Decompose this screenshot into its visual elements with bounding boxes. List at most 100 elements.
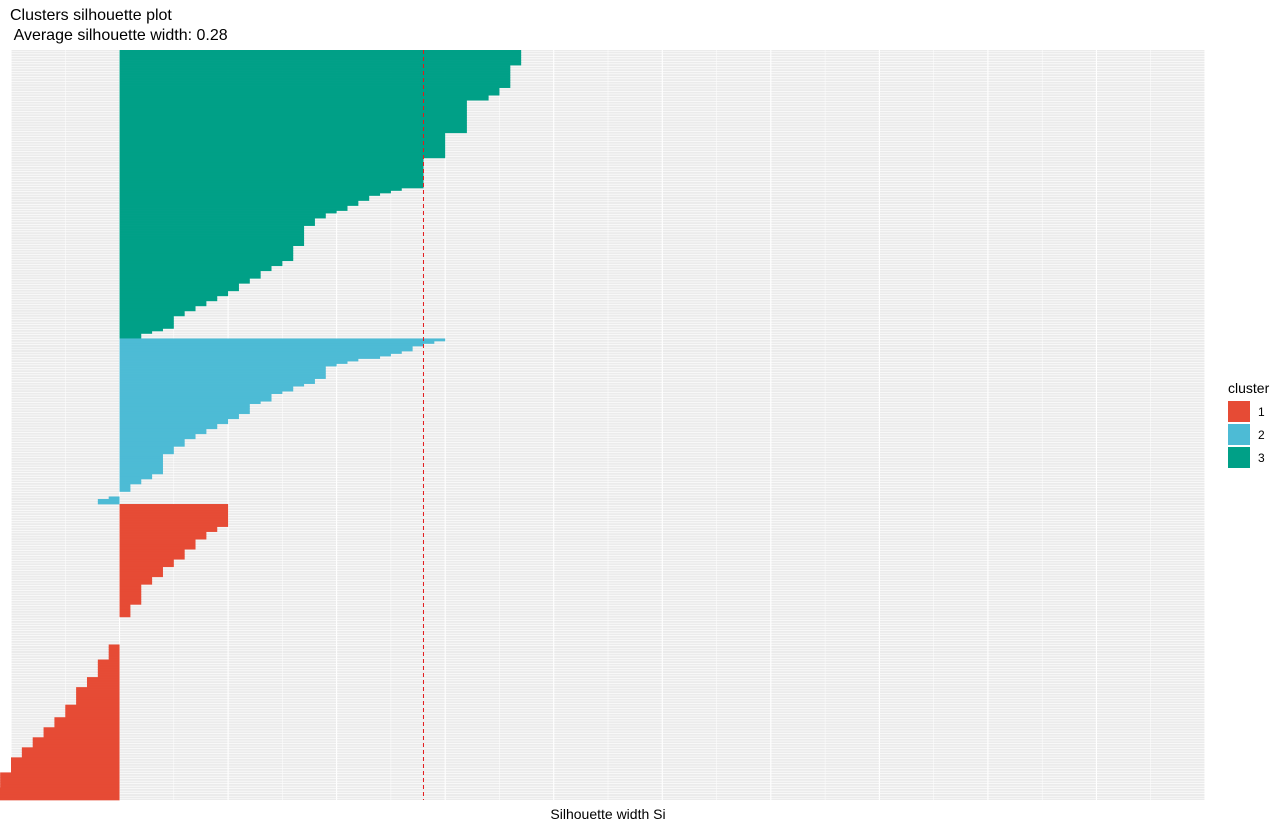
bar-cluster-1	[119, 521, 229, 525]
bar-cluster-3	[119, 253, 294, 257]
bar-cluster-1	[54, 719, 120, 723]
bar-cluster-3	[119, 190, 391, 194]
bar-cluster-3	[119, 265, 272, 269]
bar-cluster-3	[119, 245, 294, 249]
bar-cluster-1	[119, 526, 218, 530]
bar-cluster-1	[32, 742, 120, 746]
bar-cluster-1	[32, 739, 120, 743]
bar-cluster-1	[86, 677, 120, 680]
bar-cluster-2	[97, 498, 120, 502]
bar-cluster-2	[108, 496, 120, 500]
bar-cluster-1	[11, 759, 120, 763]
bar-cluster-3	[119, 335, 142, 339]
bar-cluster-1	[119, 609, 131, 613]
bar-cluster-2	[119, 361, 348, 364]
bar-cluster-1	[97, 669, 120, 673]
bar-cluster-3	[119, 167, 424, 171]
bar-cluster-1	[119, 561, 174, 565]
legend-title: cluster	[1228, 380, 1270, 396]
bar-cluster-1	[119, 591, 142, 595]
bar-cluster-1	[119, 586, 142, 590]
bar-cluster-3	[119, 220, 315, 224]
bar-cluster-3	[119, 57, 522, 61]
bar-cluster-1	[119, 606, 131, 610]
bar-cluster-3	[119, 218, 315, 221]
bar-cluster-2	[119, 378, 315, 382]
bar-cluster-1	[65, 709, 120, 713]
bar-cluster-1	[119, 529, 218, 532]
bar-cluster-3	[119, 82, 511, 86]
bar-cluster-1	[97, 659, 120, 663]
bar-cluster-3	[119, 115, 467, 119]
bar-cluster-3	[119, 142, 446, 146]
bar-cluster-1	[119, 509, 229, 512]
bar-cluster-2	[119, 428, 207, 432]
bar-cluster-2	[119, 401, 261, 405]
bar-cluster-1	[119, 506, 229, 510]
bar-cluster-1	[119, 519, 229, 522]
bar-cluster-3	[119, 62, 522, 66]
bar-cluster-2	[119, 371, 326, 374]
bar-cluster-1	[65, 707, 120, 711]
bar-cluster-2	[119, 368, 326, 372]
bar-cluster-3	[119, 185, 424, 189]
bar-cluster-3	[119, 85, 511, 88]
bar-cluster-3	[119, 318, 174, 322]
bar-cluster-1	[76, 697, 120, 701]
bar-cluster-1	[119, 514, 229, 517]
bar-cluster-2	[119, 406, 250, 410]
bar-cluster-3	[119, 125, 467, 129]
bar-cluster-1	[11, 762, 120, 766]
bar-cluster-1	[32, 744, 120, 748]
bar-cluster-1	[108, 654, 120, 658]
bar-cluster-1	[97, 667, 120, 670]
bar-cluster-3	[119, 270, 261, 274]
bar-cluster-1	[119, 566, 163, 570]
legend: cluster 1 2 3	[1228, 380, 1269, 469]
bar-cluster-1	[54, 722, 120, 726]
bar-cluster-3	[119, 250, 294, 254]
bar-cluster-3	[119, 248, 294, 252]
bar-cluster-1	[0, 784, 120, 788]
bar-cluster-3	[119, 320, 174, 324]
bar-cluster-1	[76, 687, 120, 690]
bar-cluster-3	[119, 157, 424, 161]
bar-cluster-1	[0, 782, 120, 786]
bar-cluster-2	[119, 463, 163, 467]
bar-cluster-3	[119, 117, 467, 121]
legend-item-cluster-2: 2	[1228, 423, 1269, 446]
bar-cluster-3	[119, 170, 424, 174]
bar-cluster-1	[119, 611, 131, 615]
bar-cluster-1	[97, 672, 120, 675]
bar-cluster-3	[119, 165, 424, 169]
bar-cluster-3	[119, 300, 207, 304]
bar-cluster-1	[11, 767, 120, 771]
bar-cluster-1	[119, 551, 185, 555]
bar-cluster-1	[43, 734, 120, 738]
bar-cluster-2	[119, 423, 218, 427]
bar-cluster-2	[119, 421, 229, 425]
bar-cluster-1	[119, 546, 196, 550]
bar-cluster-1	[97, 664, 120, 668]
bar-cluster-2	[119, 471, 163, 475]
bar-cluster-1	[76, 692, 120, 695]
bar-cluster-2	[119, 451, 174, 455]
bar-cluster-3	[119, 182, 424, 186]
bar-cluster-1	[108, 649, 120, 653]
bar-cluster-2	[119, 393, 272, 397]
bar-cluster-1	[0, 794, 120, 798]
bar-cluster-3	[119, 278, 250, 282]
bar-cluster-1	[119, 594, 142, 598]
bar-cluster-1	[0, 779, 120, 783]
legend-swatch	[1228, 401, 1250, 422]
bar-cluster-3	[119, 268, 272, 272]
bar-cluster-3	[119, 280, 250, 284]
bar-cluster-2	[97, 501, 120, 505]
bar-cluster-2	[119, 426, 218, 430]
legend-items: 1 2 3	[1228, 400, 1269, 469]
bar-cluster-3	[119, 197, 370, 201]
bar-cluster-2	[119, 353, 391, 357]
bar-cluster-3	[119, 100, 467, 104]
bar-cluster-3	[119, 310, 185, 314]
bar-cluster-1	[65, 704, 120, 708]
